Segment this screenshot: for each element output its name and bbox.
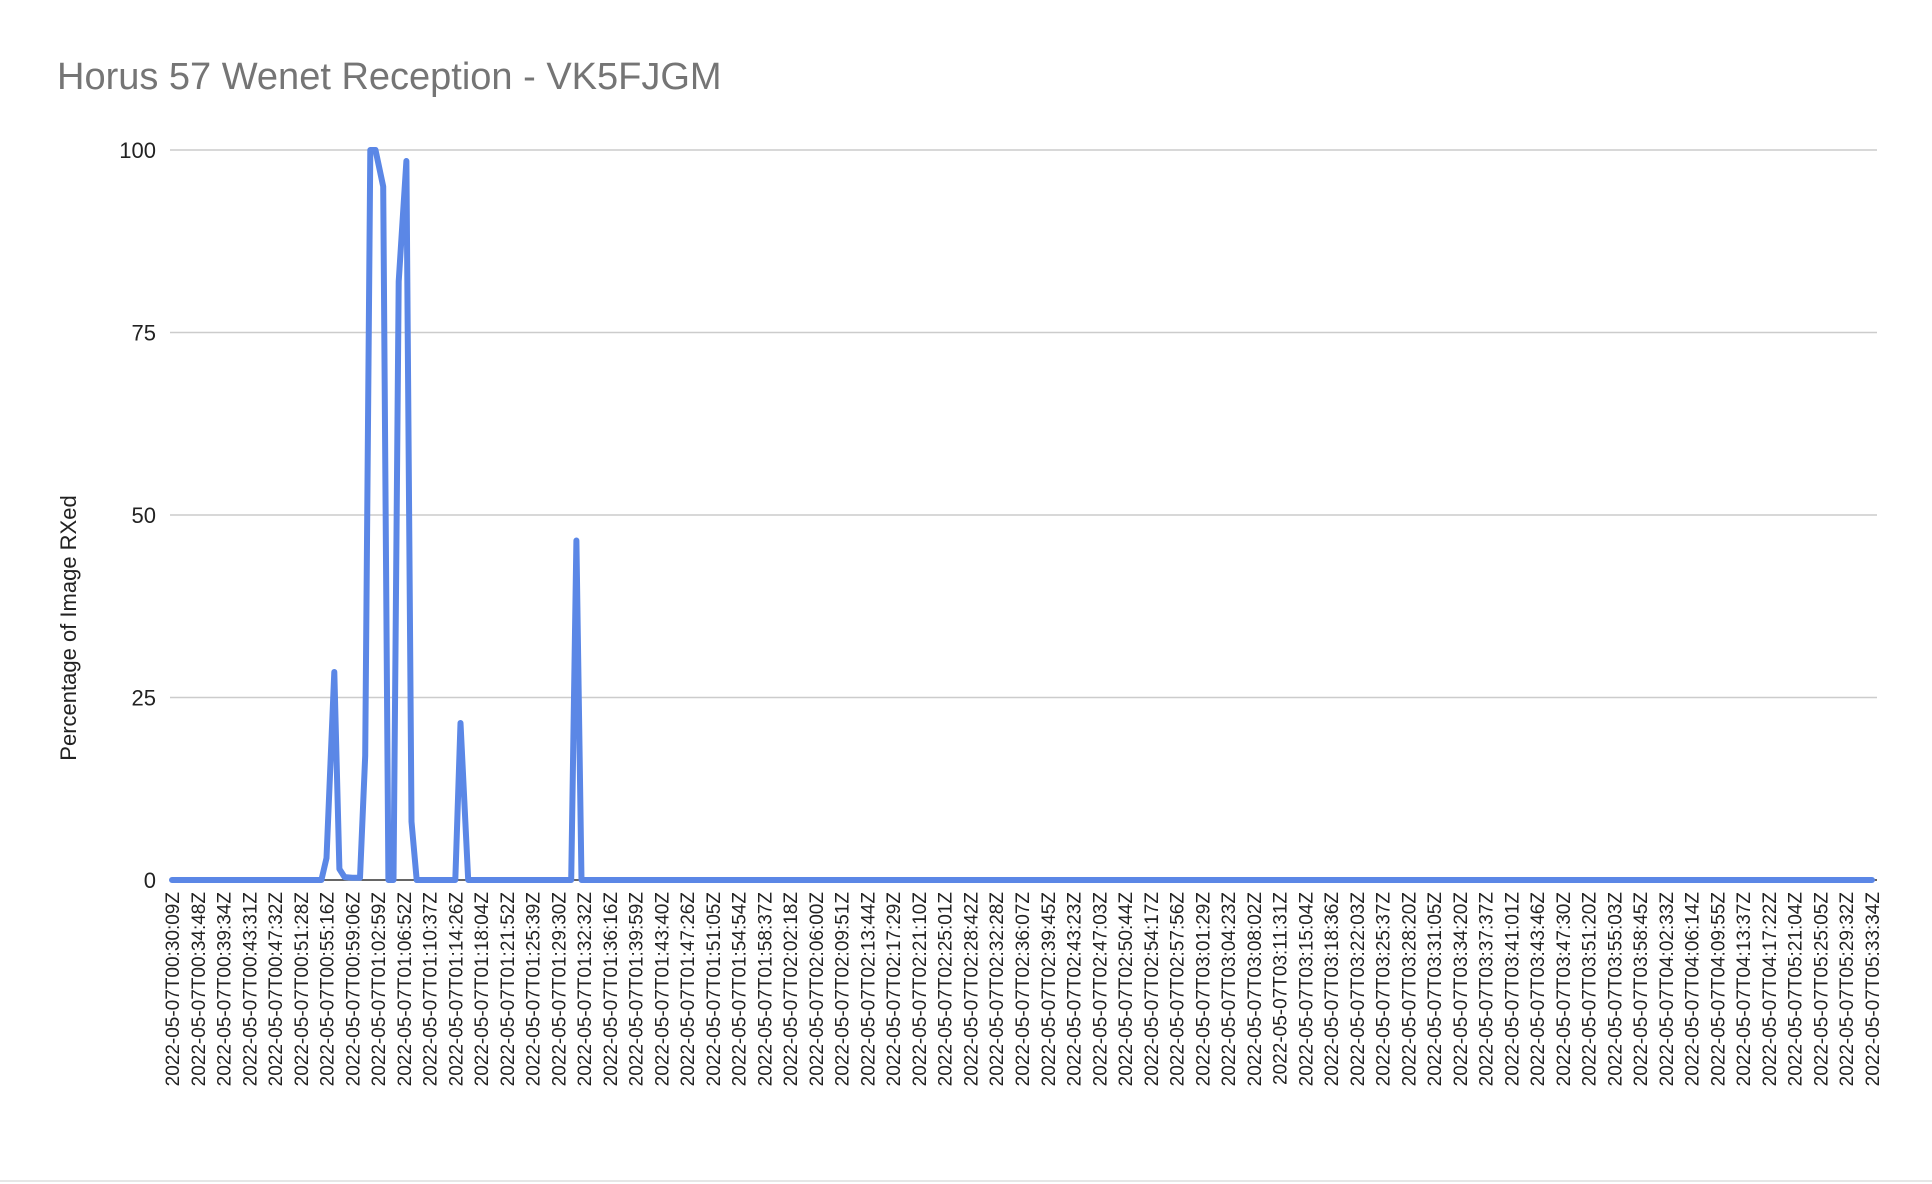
x-tick-label: 2022-05-07T05:21:04Z bbox=[1786, 892, 1807, 1087]
y-tick-label: 100 bbox=[119, 138, 156, 163]
x-tick-label: 2022-05-07T02:02:18Z bbox=[781, 892, 802, 1087]
x-tick-label: 2022-05-07T01:14:26Z bbox=[446, 892, 467, 1087]
x-tick-label: 2022-05-07T01:36:16Z bbox=[601, 892, 622, 1087]
x-tick-label: 2022-05-07T02:57:56Z bbox=[1168, 892, 1189, 1087]
x-tick-label: 2022-05-07T02:50:44Z bbox=[1116, 892, 1137, 1087]
x-tick-label: 2022-05-07T01:51:05Z bbox=[704, 892, 725, 1087]
x-tick-label: 2022-05-07T01:43:40Z bbox=[652, 892, 673, 1087]
series-line bbox=[169, 147, 1875, 883]
x-tick-label: 2022-05-07T01:47:26Z bbox=[678, 892, 699, 1087]
x-tick-label: 2022-05-07T03:15:04Z bbox=[1296, 892, 1317, 1087]
x-tick-label: 2022-05-07T00:47:32Z bbox=[266, 892, 287, 1087]
x-tick-label: 2022-05-07T03:37:37Z bbox=[1477, 892, 1498, 1087]
x-tick-label: 2022-05-07T02:21:10Z bbox=[910, 892, 931, 1087]
x-tick-label: 2022-05-07T00:59:06Z bbox=[343, 892, 364, 1087]
x-tick-label: 2022-05-07T02:54:17Z bbox=[1142, 892, 1163, 1087]
x-tick-label: 2022-05-07T01:58:37Z bbox=[755, 892, 776, 1087]
y-tick-label: 0 bbox=[144, 868, 156, 893]
x-tick-label: 2022-05-07T01:39:59Z bbox=[627, 892, 648, 1087]
x-tick-label: 2022-05-07T05:33:34Z bbox=[1863, 892, 1884, 1087]
y-axis-ticks: 0 25 50 75 100 bbox=[119, 138, 156, 893]
x-tick-label: 2022-05-07T00:55:16Z bbox=[318, 892, 339, 1087]
x-tick-label: 2022-05-07T05:29:32Z bbox=[1837, 892, 1858, 1087]
x-tick-label: 2022-05-07T02:39:45Z bbox=[1039, 892, 1060, 1087]
x-tick-label: 2022-05-07T03:43:46Z bbox=[1528, 892, 1549, 1087]
x-tick-label: 2022-05-07T03:04:23Z bbox=[1219, 892, 1240, 1087]
x-tick-label: 2022-05-07T01:32:32Z bbox=[575, 892, 596, 1087]
x-tick-label: 2022-05-07T04:09:55Z bbox=[1708, 892, 1729, 1087]
x-tick-label: 2022-05-07T01:25:39Z bbox=[524, 892, 545, 1087]
x-tick-label: 2022-05-07T05:25:05Z bbox=[1811, 892, 1832, 1087]
x-tick-label: 2022-05-07T02:06:00Z bbox=[807, 892, 828, 1087]
x-tick-label: 2022-05-07T03:22:03Z bbox=[1348, 892, 1369, 1087]
y-axis-label: Percentage of Image RXed bbox=[56, 495, 81, 760]
x-tick-label: 2022-05-07T01:21:52Z bbox=[498, 892, 519, 1087]
x-tick-label: 2022-05-07T03:28:20Z bbox=[1399, 892, 1420, 1087]
x-tick-label: 2022-05-07T01:29:30Z bbox=[549, 892, 570, 1087]
x-tick-label: 2022-05-07T01:06:52Z bbox=[395, 892, 416, 1087]
x-tick-label: 2022-05-07T03:47:30Z bbox=[1554, 892, 1575, 1087]
y-tick-label: 25 bbox=[132, 686, 156, 711]
x-tick-label: 2022-05-07T00:34:48Z bbox=[189, 892, 210, 1087]
x-tick-label: 2022-05-07T03:41:01Z bbox=[1502, 892, 1523, 1087]
x-tick-label: 2022-05-07T02:36:07Z bbox=[1013, 892, 1034, 1087]
x-tick-label: 2022-05-07T02:13:44Z bbox=[858, 892, 879, 1087]
x-tick-label: 2022-05-07T01:02:59Z bbox=[369, 892, 390, 1087]
x-tick-label: 2022-05-07T00:30:09Z bbox=[163, 892, 184, 1087]
x-tick-label: 2022-05-07T00:51:28Z bbox=[292, 892, 313, 1087]
x-tick-label: 2022-05-07T00:43:31Z bbox=[240, 892, 261, 1087]
x-tick-label: 2022-05-07T03:58:45Z bbox=[1631, 892, 1652, 1087]
x-tick-label: 2022-05-07T04:02:33Z bbox=[1657, 892, 1678, 1087]
y-tick-label: 50 bbox=[132, 503, 156, 528]
x-tick-label: 2022-05-07T01:18:04Z bbox=[472, 892, 493, 1087]
x-tick-label: 2022-05-07T02:43:23Z bbox=[1065, 892, 1086, 1087]
x-tick-label: 2022-05-07T02:17:29Z bbox=[884, 892, 905, 1087]
x-tick-label: 2022-05-07T03:18:36Z bbox=[1322, 892, 1343, 1087]
x-tick-label: 2022-05-07T01:10:37Z bbox=[421, 892, 442, 1087]
gridlines bbox=[170, 149, 1877, 881]
y-tick-label: 75 bbox=[132, 321, 156, 346]
x-tick-label: 2022-05-07T04:17:22Z bbox=[1760, 892, 1781, 1087]
x-tick-label: 2022-05-07T01:54:54Z bbox=[730, 892, 751, 1087]
x-tick-label: 2022-05-07T04:13:37Z bbox=[1734, 892, 1755, 1087]
x-tick-label: 2022-05-07T03:01:29Z bbox=[1193, 892, 1214, 1087]
x-tick-label: 2022-05-07T02:47:03Z bbox=[1090, 892, 1111, 1087]
chart-title: Horus 57 Wenet Reception - VK5FJGM bbox=[57, 56, 722, 98]
x-tick-label: 2022-05-07T03:25:37Z bbox=[1374, 892, 1395, 1087]
series-group bbox=[169, 147, 1875, 883]
x-tick-label: 2022-05-07T03:08:02Z bbox=[1245, 892, 1266, 1087]
x-tick-label: 2022-05-07T02:28:42Z bbox=[961, 892, 982, 1087]
x-tick-label: 2022-05-07T00:39:34Z bbox=[215, 892, 236, 1087]
x-tick-label: 2022-05-07T02:32:28Z bbox=[987, 892, 1008, 1087]
x-tick-label: 2022-05-07T03:11:31Z bbox=[1271, 892, 1292, 1085]
x-tick-label: 2022-05-07T03:34:20Z bbox=[1451, 892, 1472, 1087]
x-axis-ticks: 2022-05-07T00:30:09Z 2022-05-07T00:34:48Z… bbox=[163, 892, 1884, 1087]
x-tick-label: 2022-05-07T03:51:20Z bbox=[1580, 892, 1601, 1087]
x-tick-label: 2022-05-07T04:06:14Z bbox=[1683, 892, 1704, 1087]
x-tick-label: 2022-05-07T03:31:05Z bbox=[1425, 892, 1446, 1087]
x-tick-label: 2022-05-07T02:25:01Z bbox=[936, 892, 957, 1087]
x-tick-label: 2022-05-07T02:09:51Z bbox=[833, 892, 854, 1087]
x-tick-label: 2022-05-07T03:55:03Z bbox=[1605, 892, 1626, 1087]
